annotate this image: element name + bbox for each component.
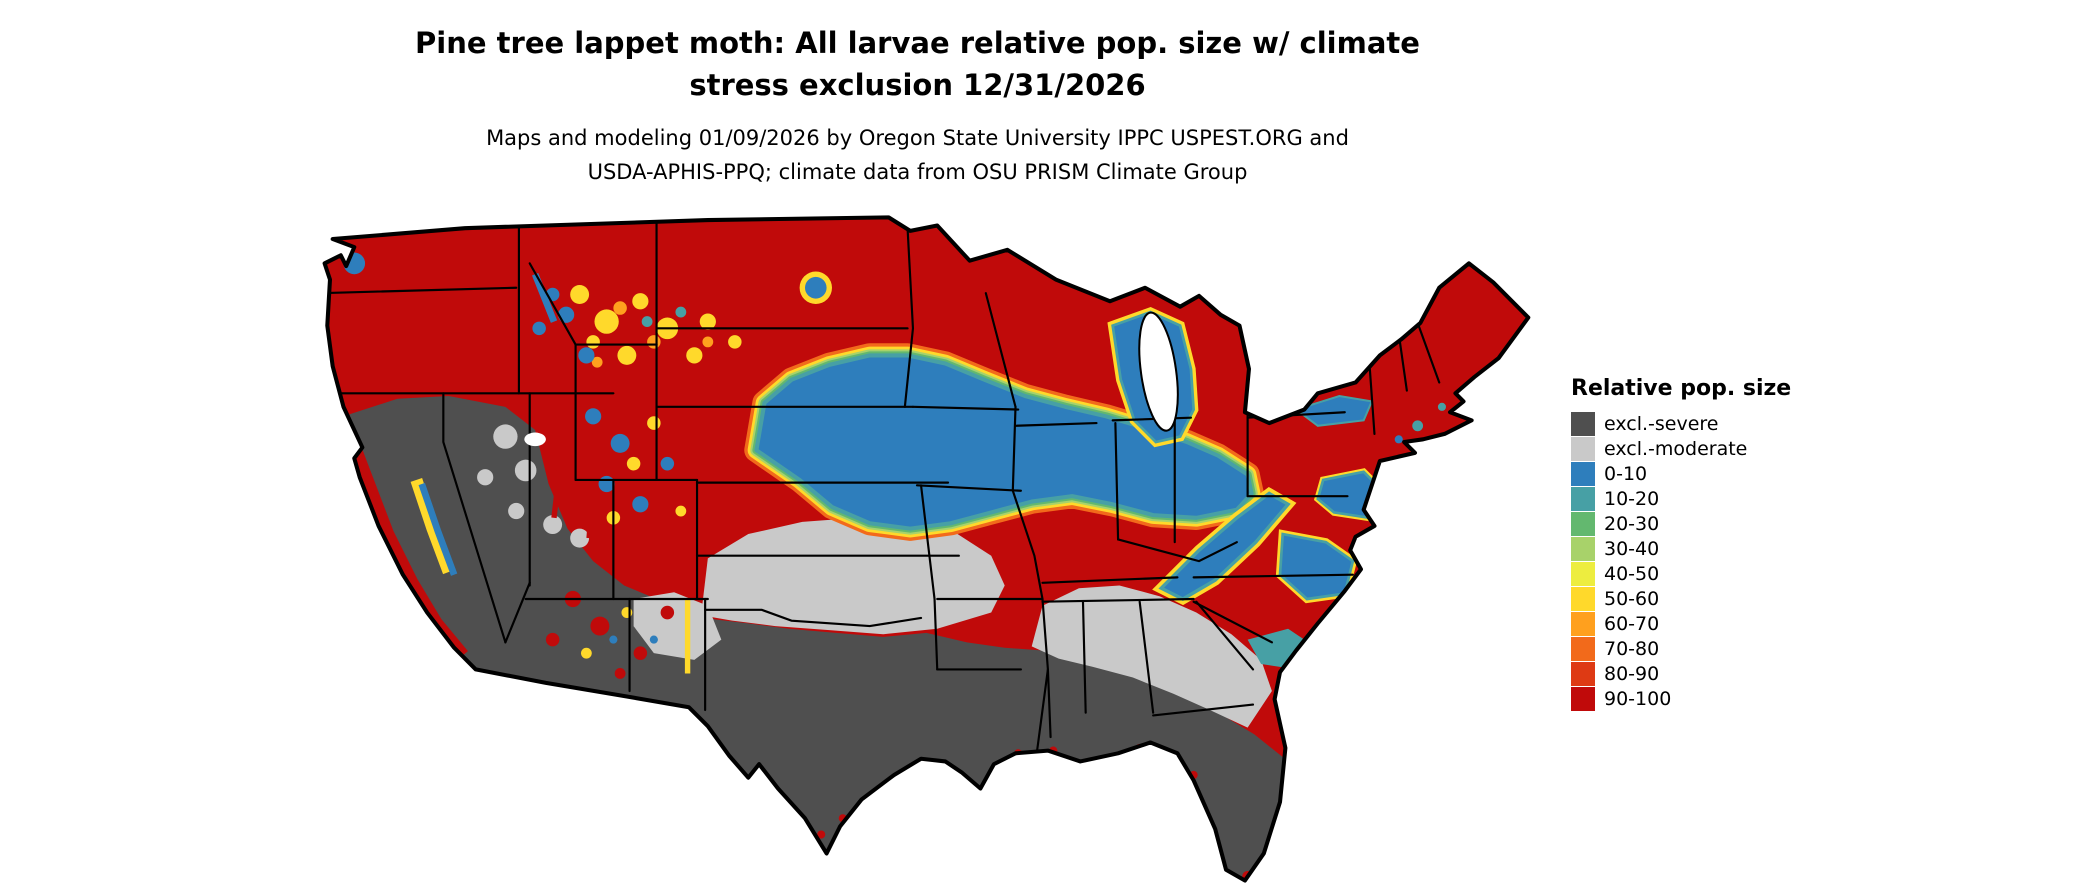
legend-item: 30-40 bbox=[1571, 536, 1871, 561]
lake-michigan bbox=[1138, 311, 1179, 432]
raster-excl-moderate-southeast bbox=[1031, 585, 1272, 728]
figure-subtitle-line-2: USDA-APHIS-PPQ; climate data from OSU PR… bbox=[587, 159, 1248, 184]
map-legend: Relative pop. size excl.-severe excl.-mod… bbox=[1571, 376, 1871, 711]
legend-items: excl.-severe excl.-moderate 0-10 10-20 20-30… bbox=[1571, 411, 1871, 711]
figure-subtitle-line-1: Maps and modeling 01/09/2026 by Oregon S… bbox=[486, 126, 1349, 151]
legend-swatch bbox=[1571, 661, 1595, 686]
legend-swatch bbox=[1571, 486, 1595, 511]
raster-sierra-fringe bbox=[410, 477, 455, 575]
legend-title: Relative pop. size bbox=[1571, 376, 1792, 401]
legend-swatch bbox=[1571, 561, 1595, 586]
legend-swatch bbox=[1571, 611, 1595, 636]
state-borders bbox=[324, 221, 1441, 752]
legend-swatch bbox=[1571, 436, 1595, 461]
legend-label: excl.-severe bbox=[1604, 412, 1719, 435]
legend-label: 60-70 bbox=[1604, 612, 1660, 635]
legend-label: 50-60 bbox=[1604, 587, 1660, 610]
great-salt-lake bbox=[524, 432, 546, 447]
legend-item: excl.-moderate bbox=[1571, 436, 1871, 461]
raster-excl-moderate-central bbox=[701, 517, 1005, 635]
legend-swatch bbox=[1571, 686, 1595, 711]
legend-swatch bbox=[1571, 536, 1595, 561]
legend-label: excl.-moderate bbox=[1604, 437, 1748, 460]
raster-idaho-blue bbox=[531, 272, 558, 323]
legend-item: 70-80 bbox=[1571, 636, 1871, 661]
legend-item: 0-10 bbox=[1571, 461, 1871, 486]
raster-excl-moderate-greatbasin bbox=[477, 424, 590, 548]
legend-swatch bbox=[1571, 461, 1595, 486]
us-map-svg bbox=[303, 193, 1531, 890]
raster-sierra-blue bbox=[418, 482, 458, 576]
legend-label: 20-30 bbox=[1604, 512, 1660, 535]
legend-swatch bbox=[1571, 511, 1595, 536]
raster-utah-ribbon-2 bbox=[577, 429, 596, 539]
legend-item: 60-70 bbox=[1571, 611, 1871, 636]
legend-label: 70-80 bbox=[1604, 637, 1660, 660]
legend-swatch bbox=[1571, 586, 1595, 611]
legend-label: 0-10 bbox=[1604, 462, 1648, 485]
legend-label: 10-20 bbox=[1604, 487, 1660, 510]
raster-ontario-shore-blue bbox=[1294, 394, 1374, 427]
figure-title-line-2: stress exclusion 12/31/2026 bbox=[689, 68, 1146, 103]
us-population-map bbox=[303, 193, 1531, 890]
figure-title-line-1: Pine tree lappet moth: All larvae relati… bbox=[415, 26, 1420, 60]
figure-header: Pine tree lappet moth: All larvae relati… bbox=[305, 22, 1530, 189]
legend-item: 50-60 bbox=[1571, 586, 1871, 611]
legend-swatch bbox=[1571, 636, 1595, 661]
legend-item: excl.-severe bbox=[1571, 411, 1871, 436]
legend-item: 20-30 bbox=[1571, 511, 1871, 536]
legend-item: 90-100 bbox=[1571, 686, 1871, 711]
raster-utah-ribbon-1 bbox=[540, 419, 563, 519]
legend-label: 80-90 bbox=[1604, 662, 1660, 685]
legend-label: 30-40 bbox=[1604, 537, 1660, 560]
legend-label: 40-50 bbox=[1604, 562, 1660, 585]
legend-item: 10-20 bbox=[1571, 486, 1871, 511]
map-raster-layers bbox=[324, 217, 1529, 881]
legend-label: 90-100 bbox=[1604, 687, 1672, 710]
figure-subtitle: Maps and modeling 01/09/2026 by Oregon S… bbox=[305, 122, 1530, 189]
legend-swatch bbox=[1571, 411, 1595, 436]
legend-item: 80-90 bbox=[1571, 661, 1871, 686]
legend-item: 40-50 bbox=[1571, 561, 1871, 586]
